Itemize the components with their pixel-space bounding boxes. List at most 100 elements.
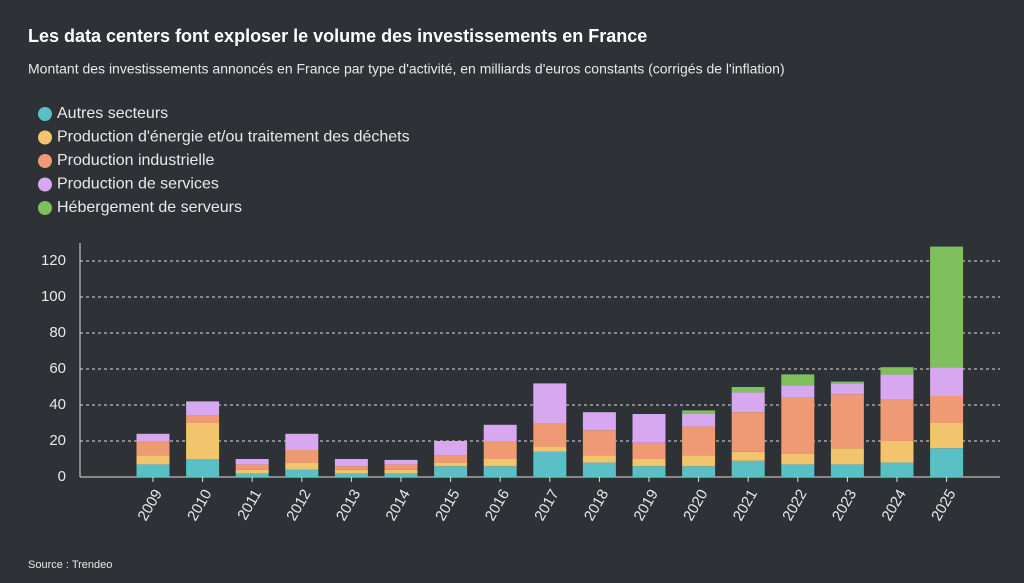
bar-segment [434,466,468,477]
bar-segment [731,387,765,393]
x-tick-label: 2022 [779,486,810,523]
x-tick-label: 2014 [382,486,413,523]
legend-swatch [38,154,52,168]
bar-segment [830,448,864,465]
bar-segment [384,459,418,465]
legend-label: Hébergement de serveurs [57,199,242,216]
bar-segment [880,399,914,441]
bar-segment [285,462,319,470]
bar-segment [582,412,616,431]
bar-segment [384,473,418,477]
bar-segment [384,469,418,474]
bar-segment [483,459,517,467]
x-tick-label: 2017 [531,486,562,523]
bar-segment [434,462,468,467]
bar-segment [285,450,319,463]
bar-segment [880,367,914,375]
bar-segment [731,460,765,477]
bar-segment [136,433,170,441]
x-tick-label: 2016 [482,486,513,523]
bar-segment [731,412,765,452]
x-tick-label: 2024 [878,486,909,523]
bar-segment [334,459,368,467]
bar-segment [235,473,269,477]
bar-segment [235,464,269,470]
bar-segment [483,424,517,441]
chart-title: Les data centers font exploser le volume… [28,26,647,46]
legend-label: Autres secteurs [57,105,168,122]
bar-segment [830,464,864,477]
y-tick-label: 0 [58,468,66,485]
x-tick-label: 2025 [928,486,959,523]
x-tick-label: 2011 [234,486,265,522]
bar-segment [632,459,666,467]
bar-segment [781,453,815,465]
bar-segment [781,397,815,454]
bar-segment [930,423,964,449]
y-tick-label: 120 [41,252,66,269]
bar-segment [334,466,368,470]
bar-segment [235,459,269,465]
legend-swatch [38,107,52,121]
x-tick-label: 2021 [730,486,761,523]
x-tick-label: 2023 [829,486,860,523]
legend-label: Production industrielle [57,152,215,169]
y-tick-label: 100 [41,288,66,305]
bar-segment [682,455,716,467]
bar-segment [880,462,914,477]
bar-segment [136,441,170,456]
bar-segment [582,462,616,477]
bar-segment [731,392,765,413]
x-tick-label: 2009 [134,486,165,523]
legend-swatch [38,130,52,145]
bar-segment [285,469,319,477]
bar-segment [632,466,666,477]
bar-segment [384,464,418,470]
bar-segment [830,383,864,395]
bar-segment [483,441,517,459]
x-tick-label: 2012 [283,486,314,523]
bar-segment [632,442,666,459]
bar-segment [533,446,567,452]
bar-segment [682,466,716,477]
bar-segment [235,469,269,474]
bar-segment [434,441,468,456]
bar-segment [880,374,914,400]
y-tick-label: 60 [49,360,66,377]
legend-swatch [38,201,52,215]
bar-segment [781,374,815,386]
bar-segment [186,401,220,416]
bar-segment [781,464,815,477]
bar-segment [533,423,567,447]
x-tick-label: 2013 [333,486,364,523]
bar-segment [186,459,220,477]
x-tick-label: 2020 [680,486,711,523]
y-tick-label: 20 [49,432,66,449]
x-tick-label: 2019 [630,486,661,523]
bar-segment [930,246,964,368]
x-tick-label: 2015 [432,486,463,523]
bar-segment [930,448,964,477]
bar-segment [285,433,319,450]
y-tick-label: 40 [49,396,66,413]
x-tick-label: 2010 [184,486,215,523]
bar-segment [186,423,220,459]
bar-segment [781,385,815,398]
bar-segment [930,367,964,396]
bar-segment [682,410,716,414]
chart-subtitle: Montant des investissements annoncés en … [28,61,785,77]
legend-swatch [38,177,52,192]
legend-label: Production d'énergie et/ou traitement de… [57,129,410,146]
bar-segment [186,415,220,423]
bar-segment [434,455,468,463]
bar-segment [136,464,170,477]
bar-segment [731,451,765,461]
bar-segment [334,473,368,477]
bar-segment [682,426,716,456]
bar-segment [632,414,666,443]
bar-segment [582,430,616,456]
bar-segment [136,455,170,465]
bar-segment [930,396,964,423]
bar-segment [830,394,864,449]
